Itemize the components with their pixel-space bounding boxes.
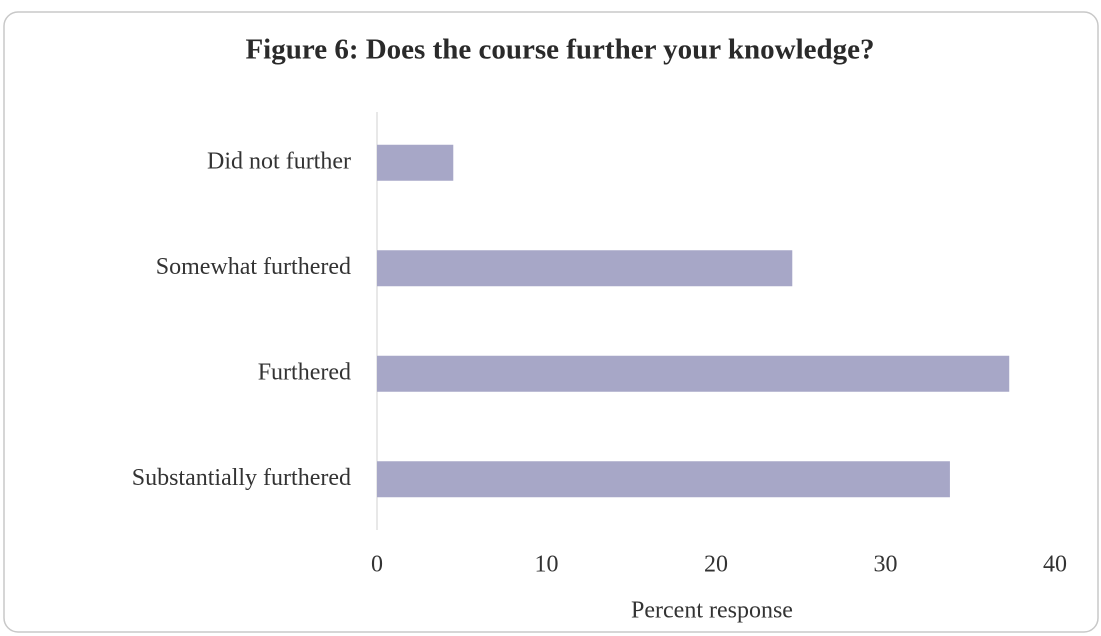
y-tick-label: Somewhat furthered (156, 254, 351, 280)
y-tick-label: Furthered (258, 359, 351, 385)
x-tick-label: 30 (874, 552, 898, 578)
chart-frame (3, 11, 1099, 633)
x-tick-label: 10 (535, 552, 559, 578)
bar (377, 355, 1010, 392)
x-tick-label: 0 (371, 552, 383, 578)
x-tick-label: 20 (704, 552, 728, 578)
bar (377, 250, 793, 287)
chart-title: Figure 6: Does the course further your k… (245, 34, 874, 66)
y-tick-label: Did not further (207, 148, 351, 174)
bar (377, 461, 950, 498)
y-tick-label: Substantially furthered (132, 465, 351, 491)
x-axis-label: Percent response (631, 598, 793, 624)
bar (377, 144, 454, 181)
x-tick-label: 40 (1043, 552, 1067, 578)
